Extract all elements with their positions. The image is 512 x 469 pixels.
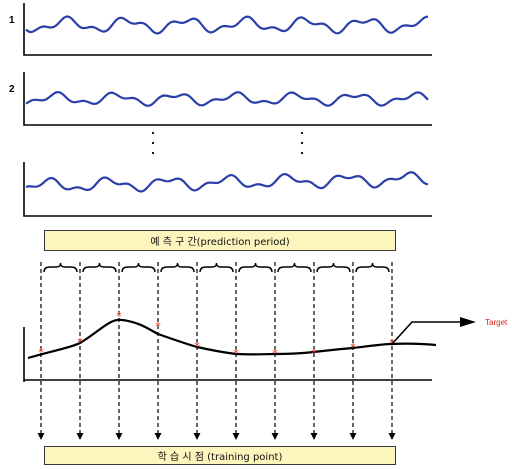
wave-axes-3 [23, 162, 432, 217]
brace-7 [277, 262, 312, 273]
brace-5 [199, 262, 234, 273]
wave-line-1 [25, 15, 429, 35]
target-arrowhead-icon [460, 317, 476, 327]
arrow-down-icon-1 [37, 433, 45, 440]
arrow-down-icon-4 [154, 433, 162, 440]
brace-9 [355, 262, 390, 273]
brace-2 [82, 262, 117, 273]
wave-line-2 [25, 91, 429, 107]
target-pointer-line [391, 321, 462, 345]
training-point-banner: 학 습 시 점 (training point) [44, 446, 396, 465]
arrow-down-icon-6 [232, 433, 240, 440]
ellipsis-dot-1-3 [151, 151, 155, 155]
brace-4 [160, 262, 195, 273]
asterisk-marker-icon-7: * [272, 347, 278, 360]
asterisk-marker-icon-3: * [116, 310, 122, 323]
arrow-down-icon-10 [388, 433, 396, 440]
arrow-down-icon-7 [271, 433, 279, 440]
wave-panels [23, 3, 432, 217]
asterisk-marker-icon-9: * [350, 341, 356, 354]
period-braces [43, 262, 390, 273]
target-curve [27, 318, 437, 360]
asterisk-marker-icon-4: * [155, 320, 161, 333]
ellipsis-dot-1-1 [151, 131, 155, 135]
ellipsis-dot-1-2 [151, 141, 155, 145]
arrow-down-icon-3 [115, 433, 123, 440]
arrow-down-icon-9 [349, 433, 357, 440]
wave-axes-1 [23, 3, 432, 56]
ellipsis-dot-2-3 [300, 151, 304, 155]
target-label: Target [485, 318, 508, 327]
ellipsis-dots [151, 131, 304, 155]
asterisk-marker-icon-6: * [233, 347, 239, 360]
brace-3 [121, 262, 156, 273]
wave-axes-2 [23, 72, 432, 126]
asterisk-marker-icon-8: * [311, 347, 317, 360]
arrow-down-icon-2 [76, 433, 84, 440]
asterisk-marker-icon-2: * [77, 336, 83, 349]
ellipsis-dot-2-2 [300, 141, 304, 145]
arrow-down-icon-8 [310, 433, 318, 440]
asterisk-marker-icon-5: * [194, 340, 200, 353]
arrow-down-icon-5 [193, 433, 201, 440]
brace-1 [43, 262, 78, 273]
row-label-1: 1 [9, 15, 15, 26]
asterisk-marker-icon-1: * [38, 346, 44, 359]
wave-line-3 [25, 171, 429, 193]
ellipsis-dot-2-1 [300, 131, 304, 135]
row-label-2: 2 [9, 84, 15, 95]
prediction-period-banner: 예 측 구 간(prediction period) [44, 230, 396, 251]
brace-8 [316, 262, 351, 273]
target-chart: ****** * * * * [23, 310, 476, 382]
brace-6 [238, 262, 273, 273]
